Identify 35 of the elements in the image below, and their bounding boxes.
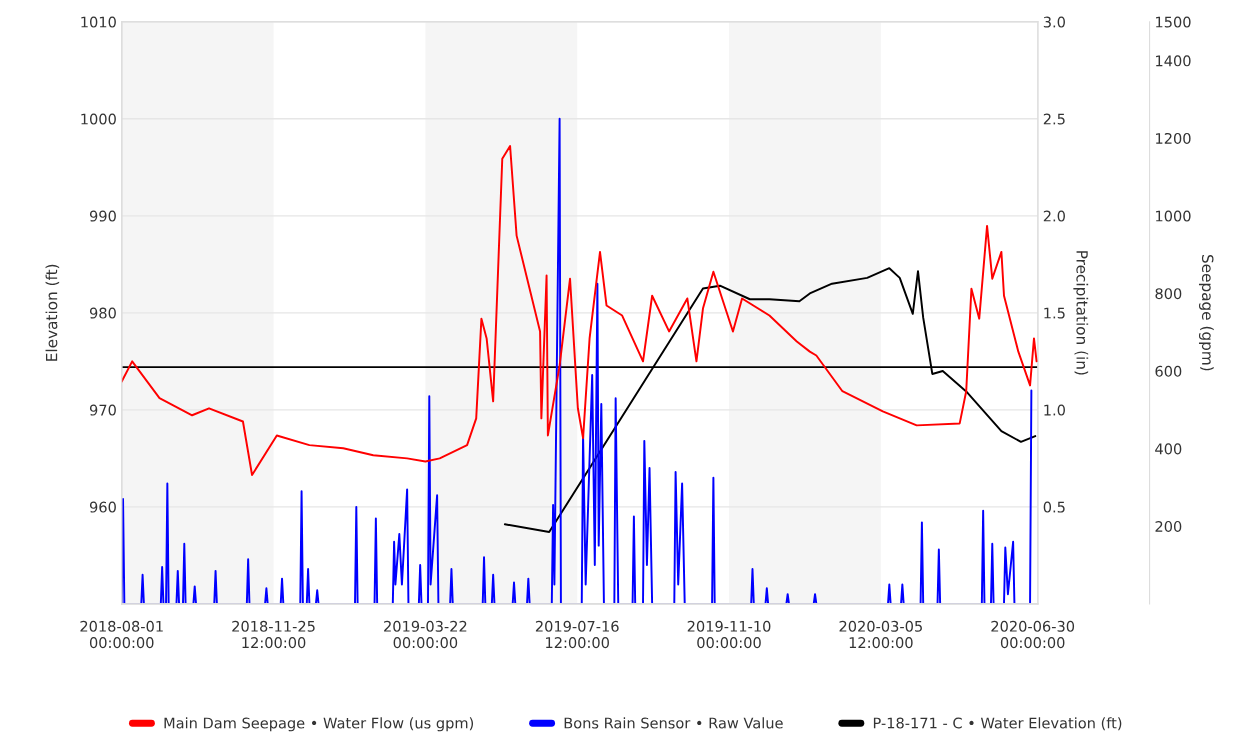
x-tick-label: 2019-11-10 00:00:00 — [687, 620, 771, 649]
y2-tick-label: 3.0 — [1043, 16, 1065, 28]
x-tick-label: 2019-03-22 00:00:00 — [384, 620, 467, 649]
legend-label: Main Dam Seepage • Water Flow (us gpm) — [164, 717, 474, 732]
x-tick-label: 2018-08-01 00:00:00 — [80, 620, 163, 649]
y-tick-label: 960 — [89, 501, 116, 513]
y3-tick-label: 200 — [1155, 520, 1182, 532]
y3-tick-label: 1400 — [1156, 55, 1191, 67]
x-tick-label: 2018-11-25 12:00:00 — [232, 620, 315, 649]
y2-tick-label: 0.5 — [1043, 501, 1065, 513]
y2-tick-label: 2.5 — [1043, 113, 1065, 125]
y-tick-label: 980 — [89, 307, 116, 319]
y-axis-title: Elevation (ft) — [45, 264, 60, 361]
y3-tick-label: 1200 — [1156, 132, 1191, 144]
y3-tick-label: 800 — [1155, 288, 1182, 300]
y3-axis-title: Seepage (gpm) — [1198, 254, 1214, 371]
y2-tick-label: 2.0 — [1043, 210, 1065, 222]
x-tick-label: 2019-07-16 12:00:00 — [535, 620, 619, 649]
y3-tick-label: 400 — [1155, 443, 1182, 455]
y-tick-label: 1010 — [81, 16, 116, 28]
line-series — [121, 145, 1038, 476]
line-series — [121, 117, 1033, 604]
y2-tick-label: 1.5 — [1044, 307, 1065, 319]
y-tick-label: 970 — [89, 404, 116, 416]
y-tick-label: 990 — [89, 210, 116, 222]
y3-tick-label: 1000 — [1156, 210, 1191, 222]
y-tick-label: 1000 — [81, 113, 116, 125]
legend-label: Bons Rain Sensor • Raw Value — [564, 717, 783, 729]
x-tick-label: 2020-06-30 00:00:00 — [991, 620, 1075, 649]
x-tick-label: 2020-03-05 12:00:00 — [839, 620, 922, 649]
legend-label: P-18-171 - C • Water Elevation (ft) — [873, 717, 1122, 731]
y3-tick-label: 600 — [1155, 365, 1182, 377]
y3-tick-label: 1500 — [1156, 16, 1191, 28]
y2-tick-label: 1.0 — [1044, 404, 1065, 416]
y2-axis-title: Precipitation (in) — [1073, 251, 1089, 375]
